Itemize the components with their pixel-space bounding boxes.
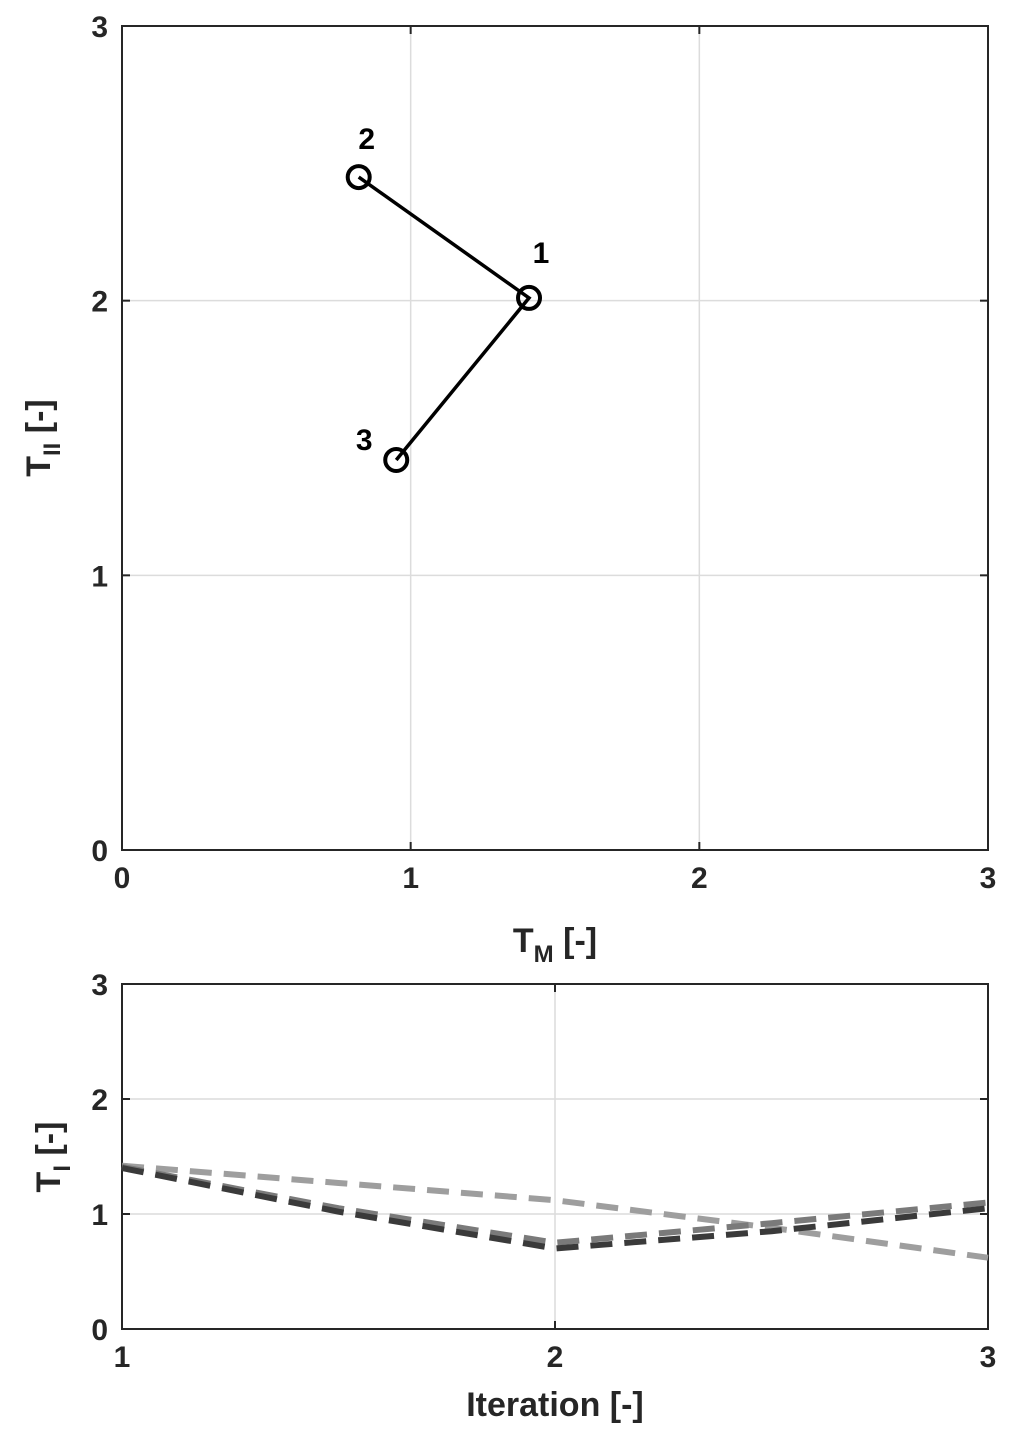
top-y-axis-label: TII [-] xyxy=(20,399,66,477)
bottom-x-axis-label: Iteration [-] xyxy=(466,1386,644,1424)
bottom-series-line-1 xyxy=(121,1162,989,1261)
top-x-tick-label: 0 xyxy=(114,862,131,895)
bottom-y-tick-label: 3 xyxy=(91,969,108,1002)
top-x-tick-label: 3 xyxy=(980,862,997,895)
top-x-tick-label: 1 xyxy=(402,862,419,895)
bottom-x-tick-label: 1 xyxy=(114,1341,131,1374)
bottom-x-tick-label: 3 xyxy=(980,1341,997,1374)
top-y-tick-label: 1 xyxy=(91,560,108,593)
bottom-y-tick-label: 1 xyxy=(91,1199,108,1232)
top-x-axis-label: TM [-] xyxy=(513,922,597,968)
top-y-tick-label: 3 xyxy=(91,11,108,44)
top-data-point xyxy=(383,446,410,473)
bottom-x-tick-label: 2 xyxy=(547,1341,564,1374)
bottom-y-tick-label: 2 xyxy=(91,1084,108,1117)
top-point-label: 3 xyxy=(356,424,373,457)
bottom-series-line-3 xyxy=(121,1165,989,1252)
top-data-point xyxy=(516,284,543,311)
top-plot-frame xyxy=(121,25,989,851)
top-point-label: 1 xyxy=(533,237,550,270)
top-y-tick-label: 2 xyxy=(91,286,108,319)
top-x-tick-label: 2 xyxy=(691,862,708,895)
bottom-y-tick-label: 0 xyxy=(91,1314,108,1347)
top-series-line xyxy=(357,175,532,462)
top-chart: 0 1 2 3 0 1 2 3 TM [-] TII [-] 2 1 3 xyxy=(20,11,996,968)
top-point-label: 2 xyxy=(358,123,375,156)
top-data-point xyxy=(345,164,372,191)
top-y-tick-label: 0 xyxy=(91,835,108,868)
bottom-y-axis-label: TI [-] xyxy=(30,1122,76,1193)
